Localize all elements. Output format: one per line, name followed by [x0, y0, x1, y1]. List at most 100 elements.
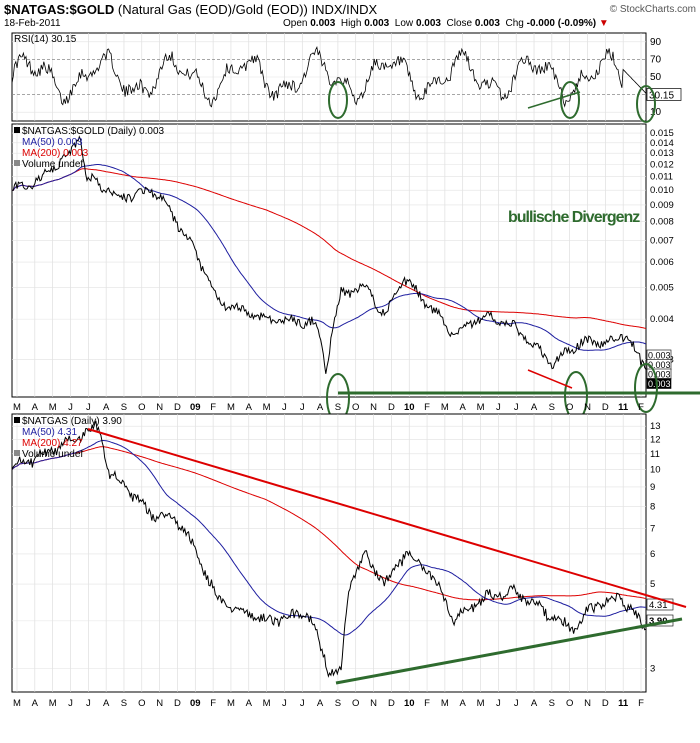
- rsi-line: [11, 46, 647, 108]
- ratio-price-tag: 0.003: [648, 360, 671, 370]
- ratio-divergence-line: [527, 369, 573, 389]
- ratio-x-tick: F: [210, 402, 216, 413]
- natgas-y-tick: 10: [650, 465, 661, 476]
- rsi-circle-annotation: [560, 81, 580, 119]
- high-label: High: [340, 18, 362, 29]
- natgas-y-tick: 6: [650, 549, 655, 560]
- rsi-circle-annotation: [328, 81, 348, 119]
- natgas-uptrend-line: [335, 617, 683, 685]
- ratio-x-tick: A: [103, 402, 110, 413]
- ratio-legend-volume-swatch: [14, 160, 20, 166]
- ratio-y-tick: 0.009: [650, 200, 674, 211]
- rsi-last-value: 30.15: [649, 90, 674, 101]
- natgas-x-tick: J: [496, 698, 501, 709]
- ratio-x-tick: 09: [190, 402, 201, 413]
- rsi-y-tick: 70: [650, 54, 662, 65]
- ratio-x-tick: A: [317, 402, 324, 413]
- ratio-x-tick: N: [156, 402, 163, 413]
- ratio-price-tag: 0.003: [648, 351, 671, 361]
- natgas-x-tick: J: [514, 698, 519, 709]
- ratio-x-tick: M: [477, 402, 485, 413]
- natgas-x-tick: O: [352, 698, 359, 709]
- low-value: 0.003: [415, 18, 441, 29]
- annotation-text: bullische Divergenz: [508, 209, 640, 226]
- ratio-legend-ma200: MA(200) 0.003: [22, 148, 89, 159]
- natgas-y-tick: 13: [650, 421, 661, 432]
- ratio-x-tick: J: [282, 402, 287, 413]
- ratio-y-tick: 0.015: [650, 128, 674, 139]
- natgas-x-tick: 11: [618, 698, 629, 709]
- chg-value: -0.000 (-0.09%): [526, 18, 597, 29]
- ratio-x-tick: O: [352, 402, 359, 413]
- natgas-x-tick: O: [566, 698, 573, 709]
- natgas-x-tick: N: [156, 698, 163, 709]
- chg-down-arrow-icon: ▼: [598, 18, 609, 29]
- ratio-ma200-line: [12, 168, 647, 330]
- natgas-legend-volume-swatch: [14, 450, 20, 456]
- rsi-y-tick: 50: [650, 72, 662, 83]
- ratio-x-tick: S: [121, 402, 127, 413]
- natgas-x-tick: 10: [404, 698, 415, 709]
- natgas-x-tick: S: [335, 698, 341, 709]
- natgas-x-tick: M: [13, 698, 21, 709]
- natgas-price-line: [11, 420, 647, 678]
- natgas-legend-ma200: MA(200) 4.27: [22, 438, 83, 449]
- natgas-x-tick: A: [460, 698, 467, 709]
- natgas-price-tag: 3.90: [649, 616, 668, 627]
- natgas-x-tick: M: [49, 698, 57, 709]
- ratio-x-tick: M: [441, 402, 449, 413]
- natgas-x-tick: F: [424, 698, 430, 709]
- chg-label: Chg: [505, 18, 524, 29]
- natgas-x-tick: D: [602, 698, 609, 709]
- ratio-x-tick: D: [602, 402, 609, 413]
- ratio-y-tick: 0.006: [650, 257, 674, 268]
- ratio-price-tag: 0.003: [648, 370, 671, 380]
- symbol: $NATGAS:$GOLD: [4, 2, 115, 17]
- ratio-x-tick: J: [68, 402, 73, 413]
- ratio-y-tick: 0.011: [650, 172, 673, 183]
- ratio-x-tick: N: [370, 402, 377, 413]
- natgas-x-tick: M: [227, 698, 235, 709]
- ratio-x-tick: A: [246, 402, 253, 413]
- ratio-x-tick: M: [13, 402, 21, 413]
- natgas-x-tick: D: [174, 698, 181, 709]
- ratio-x-tick: F: [638, 402, 644, 413]
- natgas-downtrend-line: [87, 428, 687, 608]
- brand-watermark: © StockCharts.com: [609, 4, 696, 15]
- natgas-y-tick: 5: [650, 579, 655, 590]
- natgas-panel: 131211109876543$NATGAS (Daily) 3.90MA(50…: [11, 413, 687, 693]
- chart-title: $NATGAS:$GOLD (Natural Gas (EOD)/Gold (E…: [4, 2, 377, 17]
- natgas-x-tick: J: [86, 698, 91, 709]
- natgas-y-tick: 8: [650, 501, 655, 512]
- ratio-x-tick: S: [549, 402, 555, 413]
- ratio-price-line: [12, 135, 647, 374]
- rsi-legend: RSI(14) 30.15: [14, 34, 77, 45]
- natgas-x-tick: A: [246, 698, 253, 709]
- ratio-price-tag: 0.003: [648, 379, 671, 389]
- natgas-x-tick: J: [68, 698, 73, 709]
- ratio-x-tick: 11: [618, 402, 629, 413]
- natgas-x-tick: F: [210, 698, 216, 709]
- rsi-y-tick: 90: [650, 37, 662, 48]
- natgas-x-tick: S: [121, 698, 127, 709]
- ratio-legend-main: $NATGAS:$GOLD (Daily) 0.003: [22, 126, 165, 137]
- ratio-x-tick: 10: [404, 402, 415, 413]
- ratio-legend-main-swatch: [14, 127, 20, 133]
- ratio-y-tick: 0.004: [650, 314, 674, 325]
- ratio-price-tag-box: [646, 378, 672, 389]
- ratio-x-tick: J: [496, 402, 501, 413]
- natgas-legend-volume: Volume undef: [22, 449, 83, 460]
- natgas-ma50-line: [11, 440, 647, 636]
- natgas-x-tick: A: [317, 698, 324, 709]
- natgas-price-tag: 4.31: [649, 600, 668, 611]
- ratio-circle-annotation: [634, 363, 658, 413]
- ratio-x-tick: O: [566, 402, 573, 413]
- natgas-legend-main-swatch: [14, 417, 20, 423]
- natgas-x-tick: N: [584, 698, 591, 709]
- rsi-circle-annotation: [636, 85, 656, 123]
- close-value: 0.003: [474, 18, 500, 29]
- ratio-y-tick: 0.012: [650, 159, 674, 170]
